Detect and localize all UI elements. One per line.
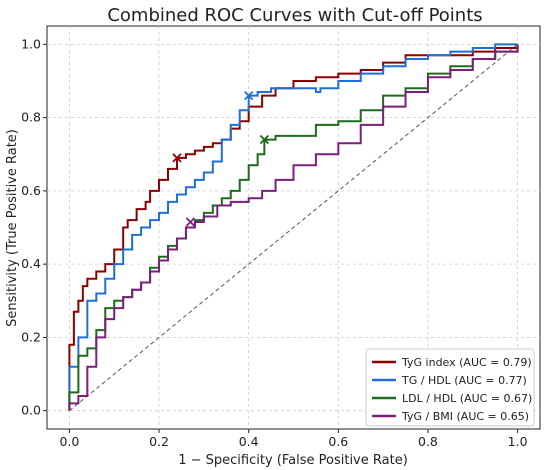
legend-item: TyG index (AUC = 0.79) [372,356,532,369]
x-tick-label: 1.0 [508,434,528,449]
x-tick-label: 0.4 [239,434,259,449]
x-axis-ticks: 0.0 0.2 0.4 0.6 0.8 1.0 [59,429,528,449]
cutoff-point-marker [185,217,196,227]
x-tick-label: 0.0 [59,434,79,449]
chart-title: Combined ROC Curves with Cut-off Points [107,5,482,26]
y-tick-label: 0.6 [21,183,41,198]
y-axis-label: Sensitivity (True Positive Rate) [5,129,20,327]
roc-series-line [68,44,519,411]
y-tick-label: 1.0 [21,36,41,51]
cutoff-markers [172,90,270,227]
x-axis-label: 1 − Specificity (False Positive Rate) [178,453,408,468]
legend-label: TyG index (AUC = 0.79) [401,356,532,369]
cutoff-point-marker [172,153,182,163]
legend-label: TG / HDL (AUC = 0.77) [401,374,527,387]
x-tick-label: 0.2 [149,434,169,449]
legend-item: TyG / BMI (AUC = 0.65) [372,410,529,423]
y-tick-label: 0.0 [21,403,41,418]
x-tick-label: 0.6 [328,434,348,449]
legend-item: LDL / HDL (AUC = 0.67) [372,392,532,405]
legend-item: TG / HDL (AUC = 0.77) [372,374,527,387]
series-group [68,43,519,411]
grid [47,26,540,429]
roc-series-line [68,44,519,411]
cutoff-point-marker [244,90,254,101]
y-tick-label: 0.8 [21,110,41,125]
reference-diagonal-line [69,43,518,412]
y-tick-label: 0.2 [21,329,41,344]
cutoff-point-marker [259,134,270,145]
y-tick-label: 0.4 [21,256,41,271]
legend: TyG index (AUC = 0.79) TG / HDL (AUC = 0.… [365,348,535,427]
y-axis-ticks: 0.0 0.2 0.4 0.6 0.8 1.0 [21,36,47,418]
x-tick-label: 0.8 [418,434,438,449]
legend-box [365,348,535,427]
legend-label: LDL / HDL (AUC = 0.67) [402,392,532,405]
plot-area [46,25,541,430]
legend-label: TyG / BMI (AUC = 0.65) [401,410,529,423]
roc-series-line [68,43,518,411]
